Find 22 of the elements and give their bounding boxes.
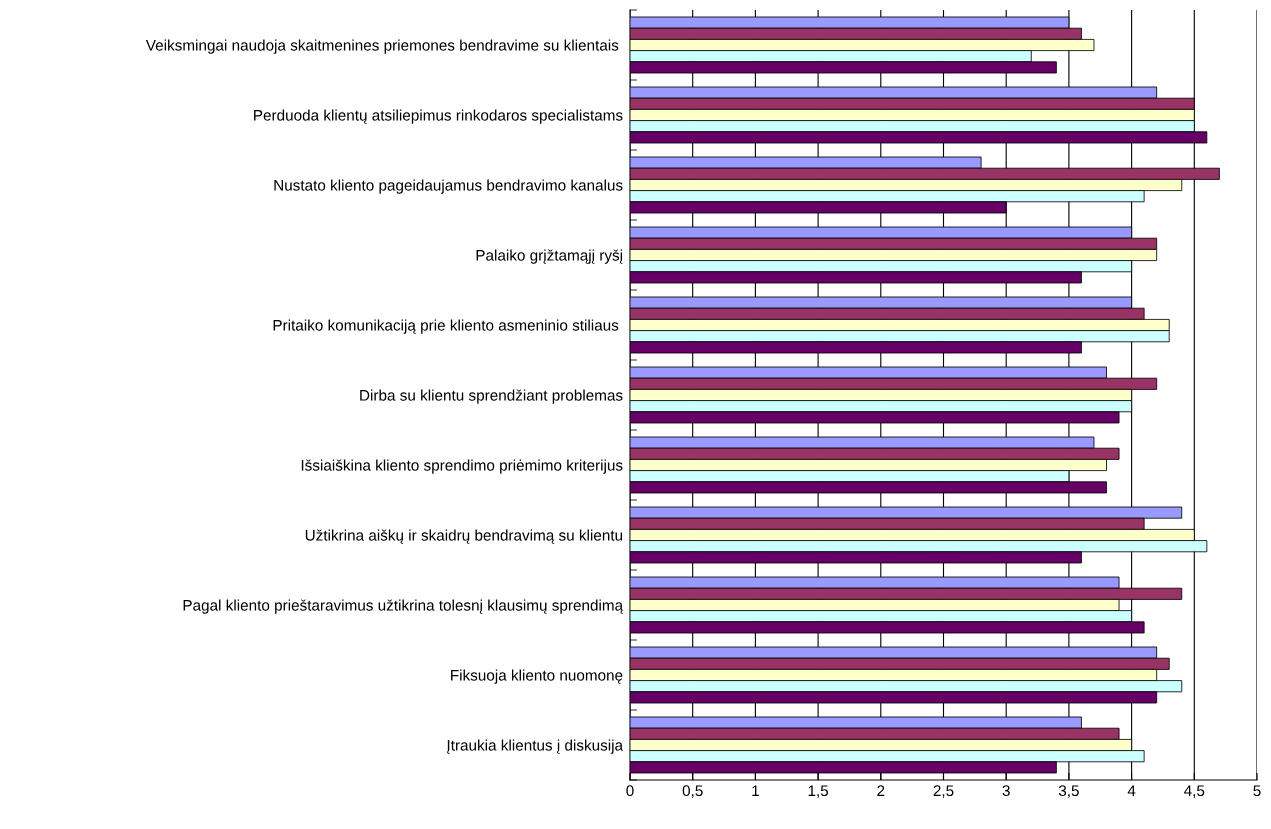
x-tick-label: 0 bbox=[626, 785, 634, 797]
y-tick-label: Nustato kliento pageidaujamus bendravimo kanalus bbox=[274, 179, 623, 194]
x-tick-label: 0,5 bbox=[682, 785, 703, 798]
x-tick-label: 1,5 bbox=[808, 785, 829, 798]
y-tick-label: Išsiaiškina kliento sprendimo priėmimo kriterijus bbox=[301, 459, 623, 474]
y-tick-label: Perduoda klientų atsiliepimus rinkodaros specialistams bbox=[254, 109, 623, 124]
y-tick-label: Pritaiko komunikaciją prie kliento asmeninio stiliaus bbox=[273, 319, 619, 334]
y-tick-label: Veiksmingai naudoja skaitmenines priemones bendravime su klientais bbox=[145, 39, 619, 54]
x-tick-label: 3 bbox=[1002, 785, 1010, 797]
x-tick-label: 4,5 bbox=[1184, 785, 1205, 798]
x-tick-label: 5 bbox=[1253, 785, 1261, 797]
y-tick-label: Įtraukia klientus į diskusija bbox=[447, 739, 624, 754]
x-tick-label: 3,5 bbox=[1058, 785, 1079, 798]
y-tick-label: Pagal kliento prieštaravimus užtikrina tolesnį klausimų sprendimą bbox=[183, 599, 624, 614]
x-tick-label: 2,5 bbox=[933, 785, 954, 798]
y-tick-label: Palaiko grįžtamąjį ryšį bbox=[476, 249, 623, 264]
x-tick-label: 1 bbox=[752, 785, 759, 796]
y-tick-label: Dirba su klientu sprendžiant problemas bbox=[360, 389, 623, 404]
x-tick-label: 4 bbox=[1127, 785, 1136, 796]
x-tick-label: 2 bbox=[877, 785, 885, 796]
y-tick-label: Fiksuoja kliento nuomonę bbox=[451, 669, 623, 684]
y-tick-label: Užtikrina aiškų ir skaidrų bendravimą su klientu bbox=[305, 529, 623, 544]
